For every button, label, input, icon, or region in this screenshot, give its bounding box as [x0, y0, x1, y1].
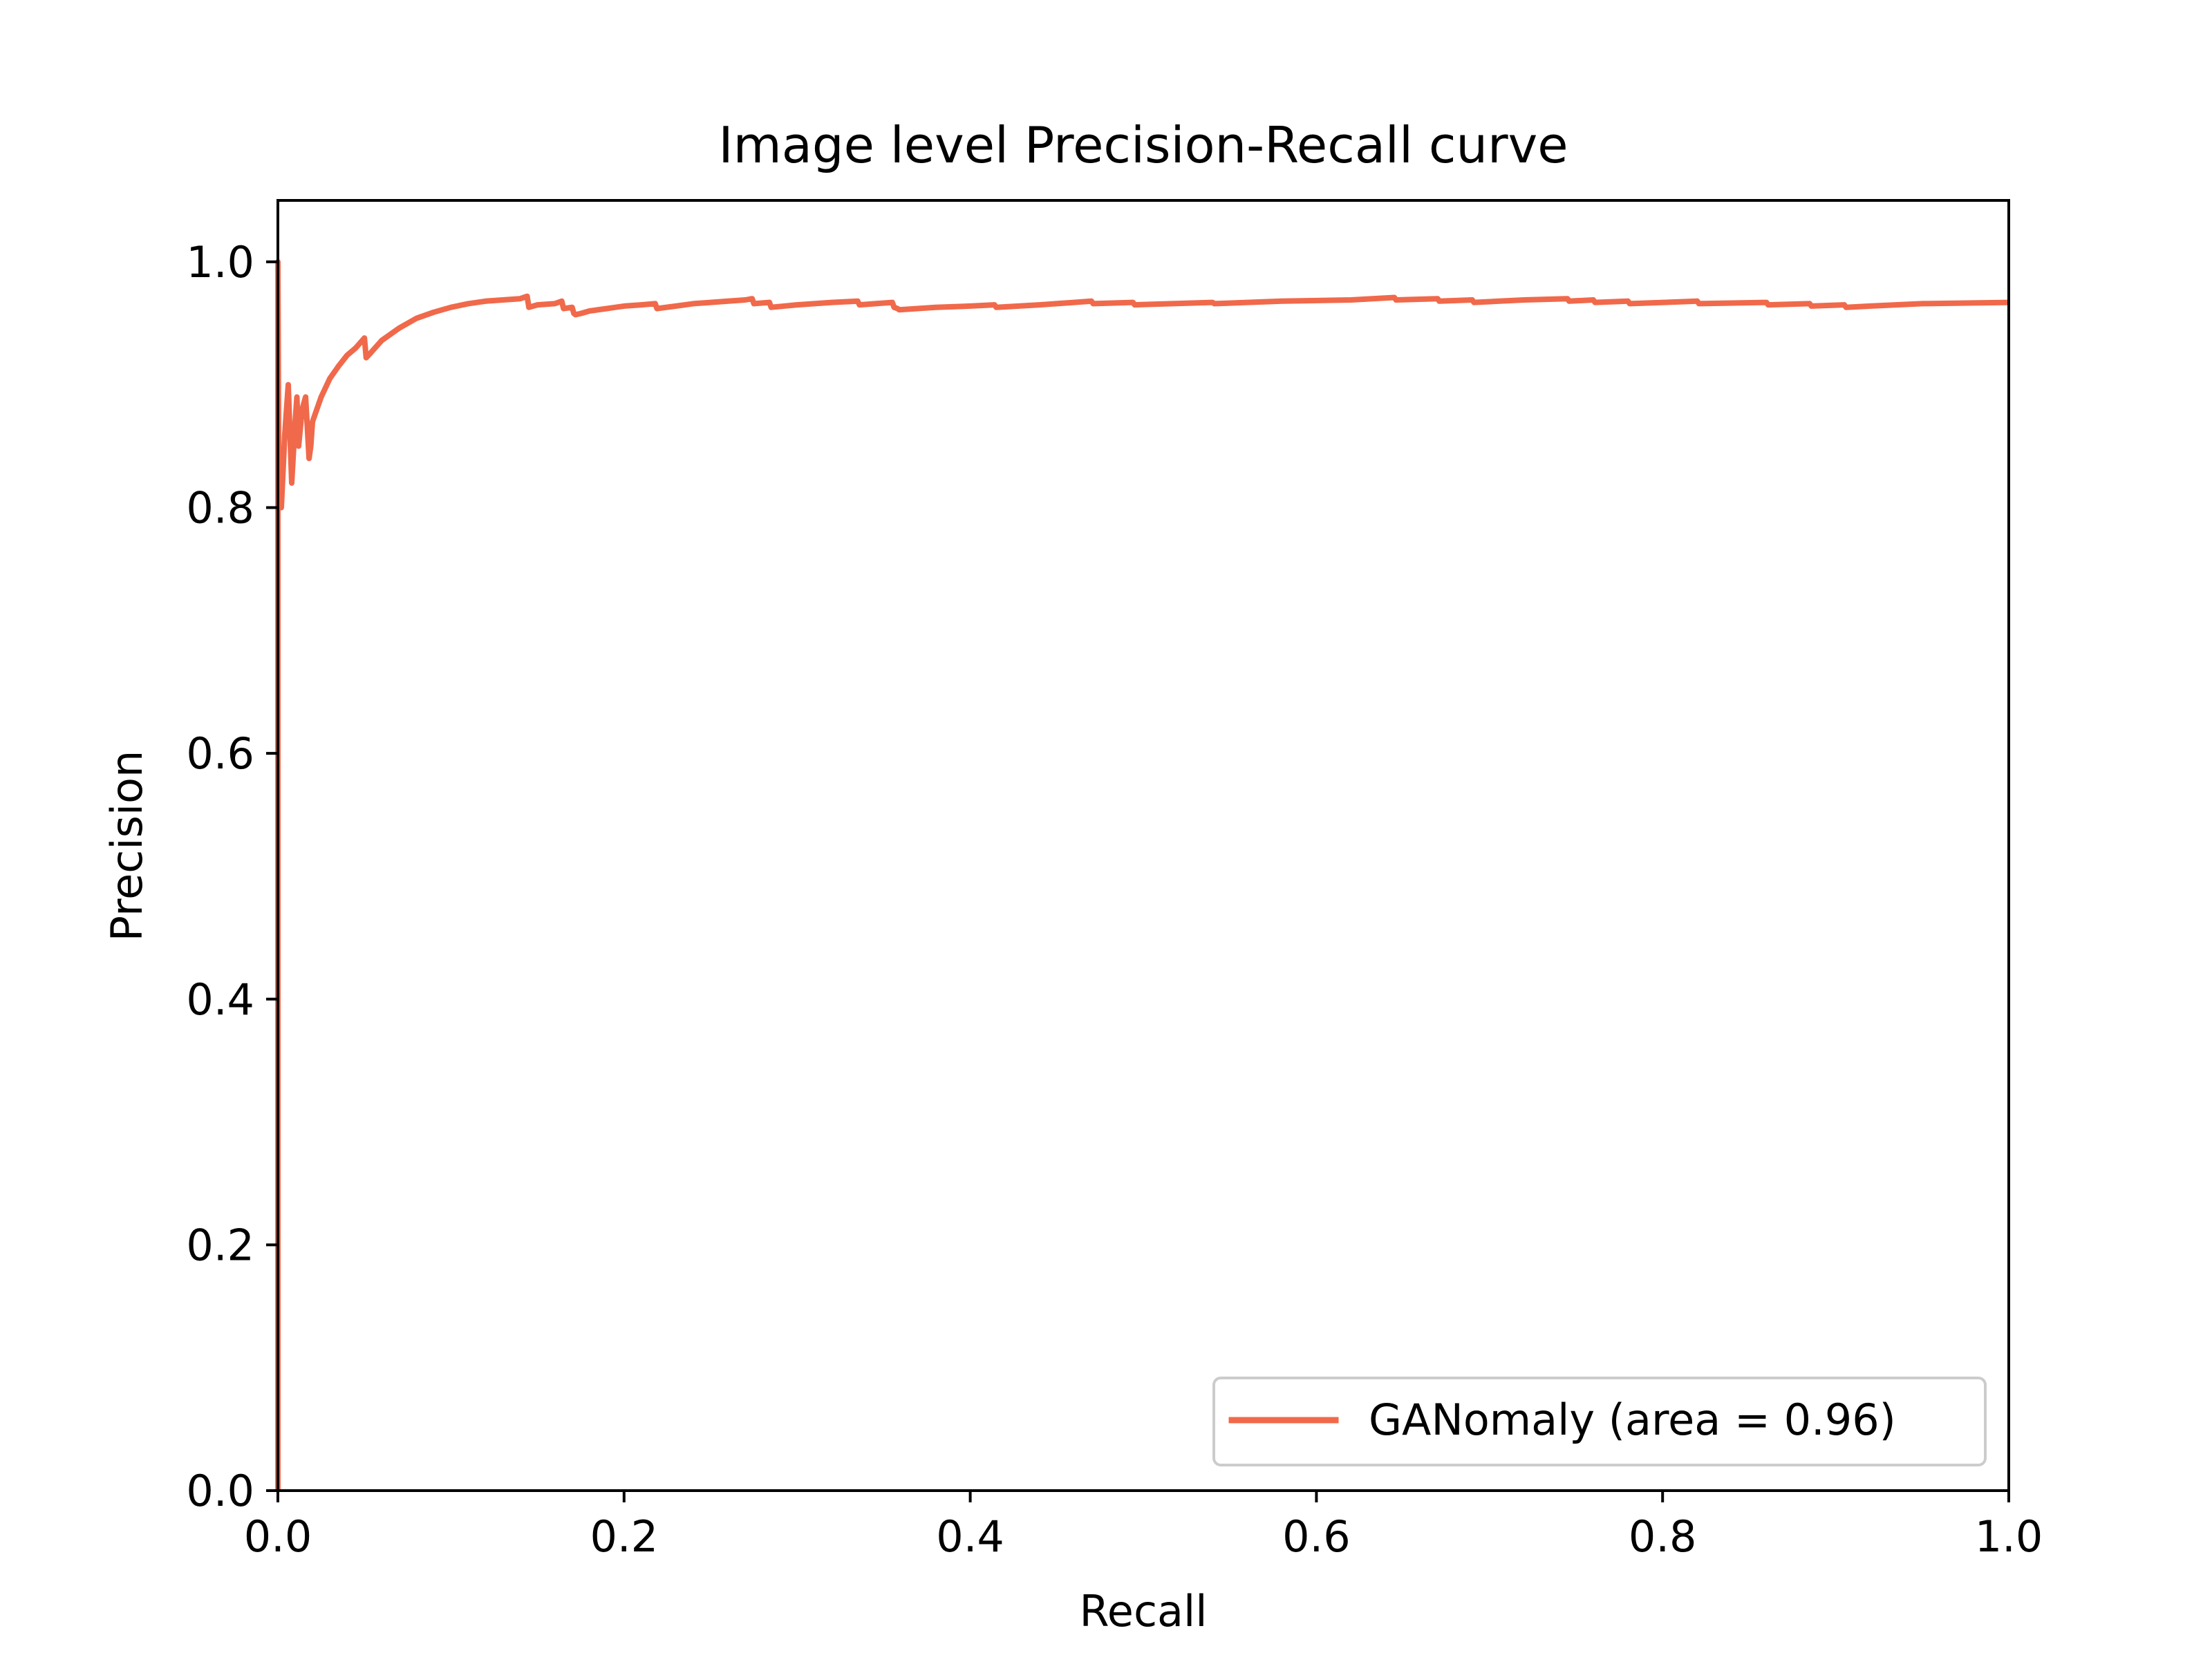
- y-tick-label: 0.2: [186, 1220, 254, 1270]
- y-axis-label: Precision: [102, 750, 152, 942]
- legend-box: [1212, 1377, 1987, 1466]
- x-tick-label: 0.0: [244, 1511, 312, 1562]
- y-axis: 0.0 0.2 0.4 0.6 0.8 1.0: [186, 237, 278, 1516]
- x-axis: 0.0 0.2 0.4 0.6 0.8 1.0: [244, 1491, 2043, 1562]
- x-axis-label: Recall: [1080, 1586, 1208, 1636]
- legend: GANomaly (area = 0.96): [1212, 1377, 1987, 1466]
- y-tick-label: 0.4: [186, 974, 254, 1025]
- legend-label: GANomaly (area = 0.96): [1369, 1395, 1896, 1445]
- series-line-ganomaly: [275, 258, 2009, 1491]
- y-tick-label: 1.0: [186, 237, 254, 287]
- x-tick-label: 0.4: [936, 1511, 1004, 1562]
- y-tick-label: 0.6: [186, 728, 254, 779]
- chart-title: Image level Precision-Recall curve: [718, 116, 1568, 174]
- y-tick-label: 0.8: [186, 483, 254, 533]
- plot-frame: [276, 199, 2010, 1492]
- x-tick-label: 0.8: [1629, 1511, 1697, 1562]
- x-tick-label: 0.6: [1282, 1511, 1351, 1562]
- y-tick-label: 0.0: [186, 1466, 254, 1516]
- plot-area: [275, 258, 2009, 1491]
- x-tick-label: 1.0: [1975, 1511, 2043, 1562]
- x-tick-label: 0.2: [590, 1511, 658, 1562]
